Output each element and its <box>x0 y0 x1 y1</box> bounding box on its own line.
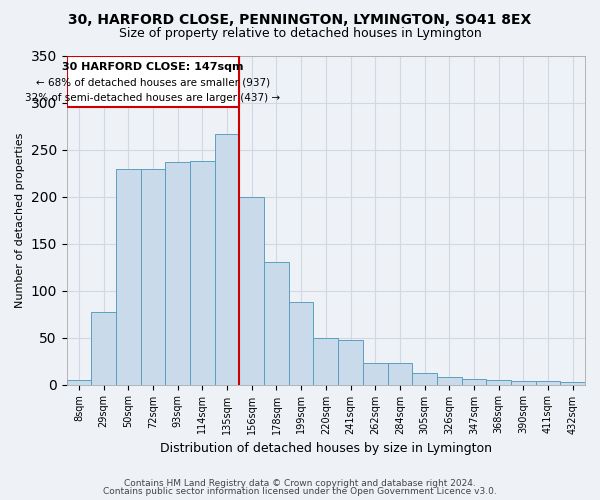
Bar <box>91 312 116 384</box>
FancyBboxPatch shape <box>67 56 239 107</box>
Bar <box>388 363 412 384</box>
Text: 30 HARFORD CLOSE: 147sqm: 30 HARFORD CLOSE: 147sqm <box>62 62 244 72</box>
Text: ← 68% of detached houses are smaller (937): ← 68% of detached houses are smaller (93… <box>36 78 270 88</box>
Bar <box>363 363 388 384</box>
Bar <box>536 381 560 384</box>
Text: Contains public sector information licensed under the Open Government Licence v3: Contains public sector information licen… <box>103 487 497 496</box>
Y-axis label: Number of detached properties: Number of detached properties <box>15 132 25 308</box>
Text: 32% of semi-detached houses are larger (437) →: 32% of semi-detached houses are larger (… <box>25 93 281 103</box>
Bar <box>67 380 91 384</box>
Bar <box>166 162 190 384</box>
Bar <box>264 262 289 384</box>
Bar <box>141 170 166 384</box>
Bar <box>116 170 141 384</box>
Bar <box>560 382 585 384</box>
Bar <box>461 379 486 384</box>
Text: 30, HARFORD CLOSE, PENNINGTON, LYMINGTON, SO41 8EX: 30, HARFORD CLOSE, PENNINGTON, LYMINGTON… <box>68 12 532 26</box>
Text: Contains HM Land Registry data © Crown copyright and database right 2024.: Contains HM Land Registry data © Crown c… <box>124 478 476 488</box>
Text: Size of property relative to detached houses in Lymington: Size of property relative to detached ho… <box>119 28 481 40</box>
Bar <box>338 340 363 384</box>
Bar <box>313 338 338 384</box>
Bar <box>412 374 437 384</box>
X-axis label: Distribution of detached houses by size in Lymington: Distribution of detached houses by size … <box>160 442 492 455</box>
Bar <box>289 302 313 384</box>
Bar <box>239 196 264 384</box>
Bar <box>511 381 536 384</box>
Bar <box>215 134 239 384</box>
Bar <box>437 377 461 384</box>
Bar <box>190 161 215 384</box>
Bar <box>486 380 511 384</box>
